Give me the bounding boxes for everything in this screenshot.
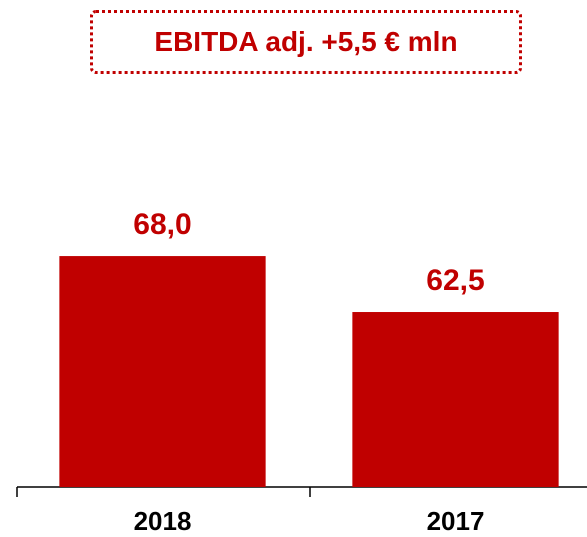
bar (352, 312, 559, 487)
x-tick-label: 2017 (427, 506, 485, 536)
chart-title: EBITDA adj. +5,5 € mln (90, 10, 522, 74)
value-label: 68,0 (133, 208, 191, 241)
bar (59, 256, 266, 487)
value-label: 62,5 (426, 264, 484, 297)
x-tick-label: 2018 (134, 506, 192, 536)
